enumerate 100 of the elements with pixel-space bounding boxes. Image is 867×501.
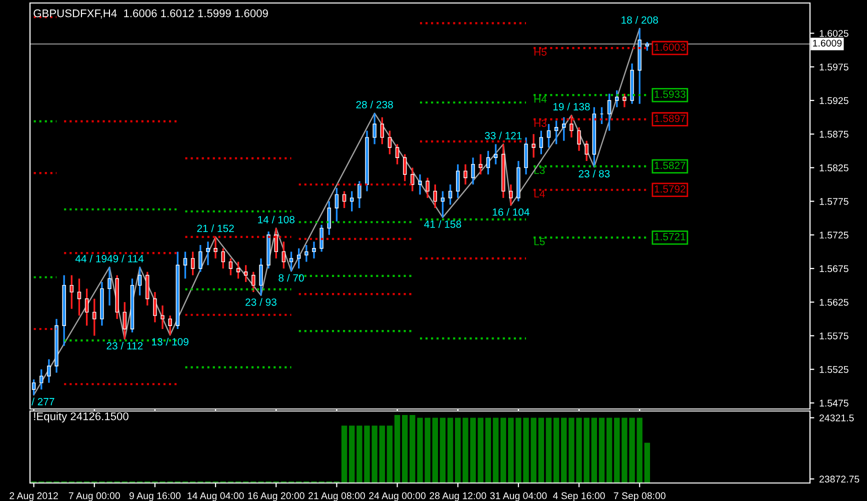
y-tick-label: 1.5925 [820,97,848,104]
candlestick [395,143,400,166]
candlestick [289,250,294,272]
candlestick [77,278,82,316]
series-label: L5 [534,238,545,246]
annotation: 16 / 104 [492,208,530,216]
y-tick-label: 1.5525 [820,366,848,373]
annotation: 23 / 93 [246,298,276,306]
candlestick [228,258,233,276]
candlestick [486,150,490,176]
candlestick [122,301,127,340]
candlestick [562,116,566,142]
candlestick [282,240,286,270]
x-tick-label: 4 Sep 16:00 [553,492,605,501]
candlestick [426,176,430,199]
data-label: 1.5933 [654,90,686,98]
candlestick [433,184,438,209]
candlestick [244,264,248,283]
series-label: H4 [534,95,547,103]
candlestick [146,271,150,306]
candlestick [494,143,498,166]
candlestick [221,248,225,270]
annotation: 13 / 109 [152,338,188,346]
x-tick-label: 2 Aug 2012 [10,492,58,501]
y-tick-label: 1.5625 [820,298,848,306]
annotation: 8 / 70 [278,274,304,282]
candlestick [342,190,346,209]
annotation: 41 / 158 [424,220,462,228]
candlestick [464,163,468,186]
y-tick-label: 23872.75 [820,476,860,483]
x-tick-label: 14 Aug 04:00 [188,492,244,501]
x-tick-label: 9 Aug 16:00 [129,492,181,501]
candlestick [440,190,445,218]
candlestick [236,260,240,280]
candlestick [570,114,574,138]
y-tick-label: 1.5975 [820,64,848,70]
candlestick [358,180,362,209]
candlestick [532,133,536,158]
candlestick [448,184,452,206]
y-tick-label: 1.5675 [820,265,848,272]
candlestick [108,266,112,306]
annotation: 23 / 83 [578,170,610,178]
candlestick [206,240,210,266]
y-tick-label: 1.6025 [820,30,848,37]
candlestick [410,166,414,192]
x-tick-label: 7 Aug 00:00 [68,492,120,501]
candlestick [546,123,551,148]
series-label: L4 [534,190,545,198]
candlestick [183,250,188,280]
candlestick [84,288,89,326]
y-tick-label: 1.5875 [820,130,848,138]
data-label: 1.5827 [654,162,686,170]
ref-line-label: 1.6009 [813,40,842,47]
y-tick-label: 1.5475 [820,400,848,407]
y-tick-label: 1.5725 [820,232,848,239]
annotation: 44 / 1949 / 114 [75,254,144,262]
y-tick-label: 1.5775 [820,198,848,205]
candlestick [252,271,256,293]
data-label: 1.6003 [654,43,686,51]
data-label: 1.5897 [654,114,686,122]
annotation: 18 / 208 [622,16,658,24]
candlestick [138,266,142,296]
candlestick [259,258,263,296]
chart-title: GBPUSDFXF,H4 1.6006 1.6012 1.5999 1.6009 [34,9,268,19]
annotation: 23 / 112 [106,342,143,350]
candlestick [274,227,278,260]
chart-title: !Equity 24126.1500 [34,412,128,422]
candlestick [478,153,482,176]
candlestick [327,200,331,236]
candlestick [190,250,195,276]
candlestick [456,163,460,199]
line-series [33,28,640,396]
x-tick-label: 16 Aug 20:00 [248,492,304,501]
y-tick-label: 1.5825 [820,164,848,172]
candlestick [554,120,558,145]
candlestick [402,153,407,182]
x-tick-label: 7 Sep 08:00 [614,492,666,501]
candlestick [168,314,172,336]
y-tick-label: 1.5575 [820,332,848,340]
annotation: 33 / 121 [484,132,522,140]
y-tick-label: 24321.5 [820,414,854,422]
candlestick [388,130,392,156]
candlestick [577,126,581,152]
candlestick [304,244,308,263]
candlestick [509,184,513,206]
candlestick [70,274,74,310]
candlestick [622,92,626,108]
candlestick [160,304,164,330]
x-tick-label: 28 Aug 12:00 [430,492,486,501]
candlestick [296,248,301,270]
candlestick [524,136,528,176]
candlestick [312,240,316,260]
candlestick [198,244,202,273]
candlestick [372,112,376,145]
series-label: H5 [534,48,546,56]
candlestick [153,291,157,324]
candlestick [471,156,475,186]
candlestick [539,130,544,156]
x-tick-label: 21 Aug 08:00 [308,492,365,501]
data-label: 1.5792 [654,185,686,193]
